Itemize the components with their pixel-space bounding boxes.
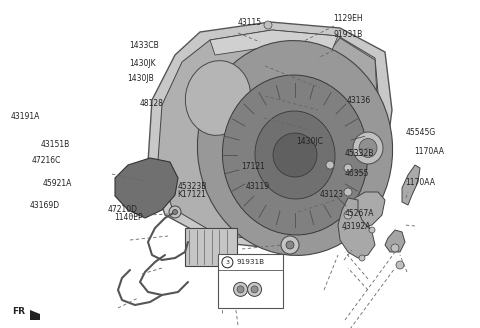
Text: 45267A: 45267A bbox=[345, 209, 374, 218]
Polygon shape bbox=[295, 38, 378, 240]
Polygon shape bbox=[30, 310, 40, 320]
Circle shape bbox=[286, 241, 294, 249]
Ellipse shape bbox=[353, 132, 383, 164]
Polygon shape bbox=[148, 22, 392, 250]
Text: FR: FR bbox=[12, 307, 25, 316]
Text: 43115: 43115 bbox=[238, 18, 262, 27]
Polygon shape bbox=[385, 230, 405, 252]
Text: 17121: 17121 bbox=[241, 162, 265, 171]
Polygon shape bbox=[158, 30, 380, 242]
Text: 45323B: 45323B bbox=[178, 182, 207, 191]
Circle shape bbox=[264, 21, 272, 29]
Circle shape bbox=[369, 227, 375, 233]
Text: 45921A: 45921A bbox=[42, 178, 72, 188]
Text: 46355: 46355 bbox=[345, 169, 369, 178]
Bar bbox=[218, 254, 283, 308]
Polygon shape bbox=[115, 158, 178, 218]
Text: 1140EP: 1140EP bbox=[114, 213, 143, 222]
Text: 1170AA: 1170AA bbox=[406, 177, 435, 187]
Text: 1129EH: 1129EH bbox=[334, 13, 363, 23]
Circle shape bbox=[391, 244, 399, 252]
Circle shape bbox=[251, 286, 258, 293]
Text: 91931B: 91931B bbox=[334, 30, 363, 39]
Circle shape bbox=[172, 210, 178, 215]
Ellipse shape bbox=[197, 41, 393, 256]
Circle shape bbox=[344, 164, 352, 172]
Circle shape bbox=[281, 236, 299, 254]
Text: 45545G: 45545G bbox=[406, 128, 436, 137]
Circle shape bbox=[169, 206, 181, 218]
Text: 1430JK: 1430JK bbox=[130, 59, 156, 69]
Circle shape bbox=[273, 133, 317, 177]
Polygon shape bbox=[210, 30, 338, 55]
Text: 1430JC: 1430JC bbox=[297, 137, 324, 146]
Text: 43136: 43136 bbox=[347, 95, 371, 105]
Text: 45332B: 45332B bbox=[345, 149, 374, 158]
Text: 43123: 43123 bbox=[319, 190, 343, 199]
Circle shape bbox=[326, 161, 334, 169]
Circle shape bbox=[359, 255, 365, 261]
Polygon shape bbox=[402, 165, 420, 205]
Ellipse shape bbox=[255, 111, 335, 199]
Text: 1433CB: 1433CB bbox=[130, 41, 159, 50]
Text: 43119: 43119 bbox=[246, 182, 270, 191]
Circle shape bbox=[344, 188, 352, 196]
Text: 43192A: 43192A bbox=[342, 222, 371, 232]
Text: 43191A: 43191A bbox=[11, 112, 40, 121]
Circle shape bbox=[234, 282, 248, 297]
Circle shape bbox=[396, 261, 404, 269]
Circle shape bbox=[237, 286, 244, 293]
Ellipse shape bbox=[359, 138, 377, 157]
Text: 43151B: 43151B bbox=[41, 140, 70, 149]
Ellipse shape bbox=[222, 75, 368, 235]
Bar bbox=[185, 228, 237, 266]
Polygon shape bbox=[350, 192, 385, 228]
Text: 47216C: 47216C bbox=[31, 155, 60, 165]
Text: 1170AA: 1170AA bbox=[414, 147, 444, 156]
Polygon shape bbox=[338, 198, 375, 258]
Text: 91931B: 91931B bbox=[236, 259, 264, 265]
Text: K17121: K17121 bbox=[178, 190, 206, 199]
Text: 48128: 48128 bbox=[139, 99, 163, 108]
Text: 3: 3 bbox=[226, 260, 229, 265]
Text: 47210D: 47210D bbox=[108, 205, 138, 214]
Text: 43169D: 43169D bbox=[30, 200, 60, 210]
Ellipse shape bbox=[185, 61, 251, 135]
Circle shape bbox=[248, 282, 262, 297]
Text: 1430JB: 1430JB bbox=[127, 74, 154, 83]
Circle shape bbox=[344, 211, 352, 219]
